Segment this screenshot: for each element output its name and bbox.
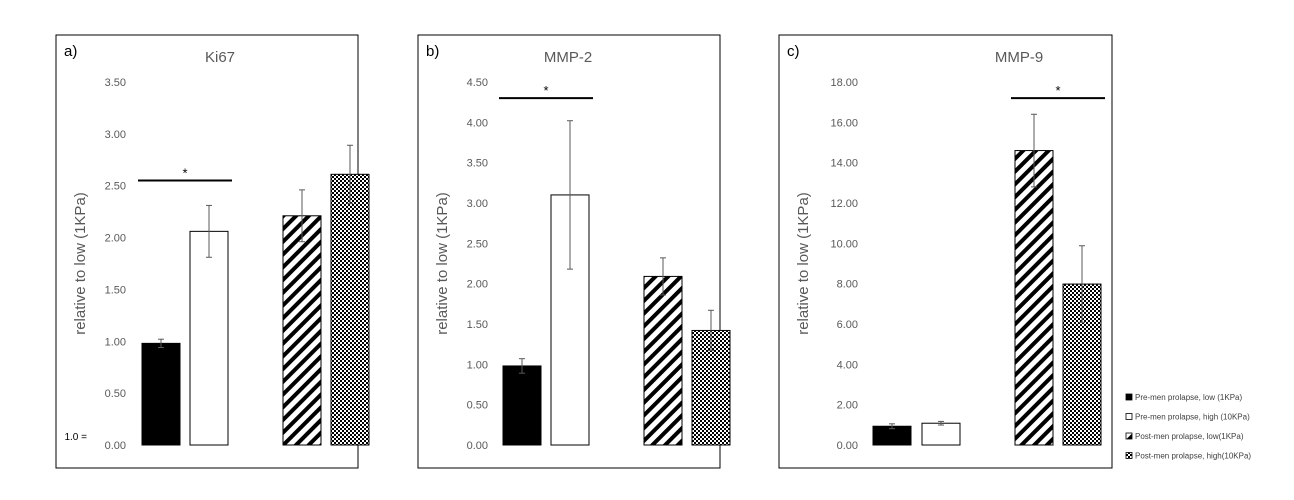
y-tick-label: 10.00 xyxy=(830,238,858,250)
legend-swatch xyxy=(1125,452,1133,459)
legend-item-3: Post-men prolapse, low(1KPa) xyxy=(1125,432,1244,441)
error-bar-3 xyxy=(299,189,305,243)
legend-label: Pre-men prolapse, low (1KPa) xyxy=(1135,393,1242,402)
y-axis-label: relative to low (1KPa) xyxy=(795,192,812,335)
bar-3 xyxy=(643,275,683,446)
y-tick-label: 2.00 xyxy=(105,233,126,245)
significance-star: * xyxy=(1055,83,1060,98)
legend-swatch xyxy=(1125,413,1133,420)
panel-frame xyxy=(417,34,721,469)
y-tick-label: 0.50 xyxy=(105,388,126,400)
bar-4 xyxy=(330,173,370,446)
y-tick-label: 0.00 xyxy=(837,440,858,452)
legend: Pre-men prolapse, low (1KPa) Pre-men prol… xyxy=(1125,393,1251,461)
chart-panel-mmp-2: b) MMP-2 relative to low (1KPa) 0.00 0.50 1.0… xyxy=(417,34,731,469)
bar-1 xyxy=(502,365,542,446)
bar-1 xyxy=(141,342,181,446)
significance-marker: * xyxy=(499,83,593,100)
y-tick-label: 6.00 xyxy=(837,319,858,331)
error-bar-1 xyxy=(158,338,164,349)
y-tick-label: 4.00 xyxy=(467,117,488,129)
y-tick-label: 2.00 xyxy=(467,279,488,291)
significance-marker: * xyxy=(138,166,232,182)
y-tick-label: 0.00 xyxy=(105,440,126,452)
y-tick-label: 3.00 xyxy=(105,129,126,141)
significance-marker: * xyxy=(1011,83,1105,100)
error-bar-1 xyxy=(519,358,525,374)
panel-label: b) xyxy=(426,43,439,60)
y-tick-label: 2.50 xyxy=(105,181,126,193)
y-tick-label: 3.00 xyxy=(467,198,488,210)
y-tick-label: 14.00 xyxy=(830,158,858,170)
y-tick-label: 4.50 xyxy=(467,77,488,89)
error-bar-4 xyxy=(347,144,353,204)
bar-3 xyxy=(282,215,322,446)
significance-star: * xyxy=(543,83,548,98)
legend-label: Post-men prolapse, low(1KPa) xyxy=(1135,432,1244,441)
y-tick-label: 1.50 xyxy=(105,284,126,296)
y-tick-label: 8.00 xyxy=(837,279,858,291)
legend-swatch xyxy=(1125,393,1133,401)
panel-frame xyxy=(778,34,1113,469)
significance-star: * xyxy=(182,166,187,181)
y-tick-label: 1.00 xyxy=(467,359,488,371)
legend-item-1: Pre-men prolapse, low (1KPa) xyxy=(1125,393,1242,402)
bar-2 xyxy=(921,422,961,446)
error-bar-3 xyxy=(660,257,666,296)
legend-label: Pre-men prolapse, high (10KPa) xyxy=(1135,413,1250,422)
y-tick-label: 1.50 xyxy=(467,319,488,331)
chart-title: Ki67 xyxy=(205,49,235,66)
y-tick-label: 16.00 xyxy=(830,117,858,129)
y-tick-label: 3.50 xyxy=(105,77,126,89)
bar-3 xyxy=(1014,150,1054,446)
legend-swatch xyxy=(1125,432,1133,440)
error-bar-2 xyxy=(938,420,944,426)
y-tick-label: 2.00 xyxy=(837,400,858,412)
y-tick-label: 2.50 xyxy=(467,238,488,250)
error-bar-2 xyxy=(206,204,212,258)
chart-panel-ki67: a) Ki67 relative to low (1KPa) 0.00 0.50 1.00… xyxy=(55,34,370,469)
y-tick-label: 3.50 xyxy=(467,158,488,170)
error-bar-3 xyxy=(1031,113,1037,188)
y-tick-label: 18.00 xyxy=(830,77,858,89)
legend-label: Post-men prolapse, high(10KPa) xyxy=(1135,452,1251,461)
panel-label: a) xyxy=(64,43,77,60)
error-bar-1 xyxy=(889,423,895,430)
chart-title: MMP-9 xyxy=(995,49,1043,66)
legend-item-2: Pre-men prolapse, high (10KPa) xyxy=(1125,413,1250,422)
y-tick-label: 0.00 xyxy=(467,440,488,452)
y-axis-label: relative to low (1KPa) xyxy=(72,192,89,335)
error-bar-4 xyxy=(708,309,714,352)
y-tick-label: 4.00 xyxy=(837,359,858,371)
error-bar-4 xyxy=(1079,245,1085,323)
legend-item-4: Post-men prolapse, high(10KPa) xyxy=(1125,452,1251,461)
chart-panel-mmp-9: c) MMP-9 relative to low (1KPa) 0.00 2.00 4.0… xyxy=(778,34,1113,469)
y-tick-label: 0.50 xyxy=(467,400,488,412)
chart-title: MMP-2 xyxy=(544,49,592,66)
error-bar-2 xyxy=(567,120,573,270)
panel-label: c) xyxy=(787,43,800,60)
bar-2 xyxy=(189,230,229,446)
baseline-note: 1.0 = xyxy=(64,432,87,443)
y-tick-label: 1.00 xyxy=(105,336,126,348)
y-axis-label: relative to low (1KPa) xyxy=(434,192,451,335)
y-tick-label: 12.00 xyxy=(830,198,858,210)
